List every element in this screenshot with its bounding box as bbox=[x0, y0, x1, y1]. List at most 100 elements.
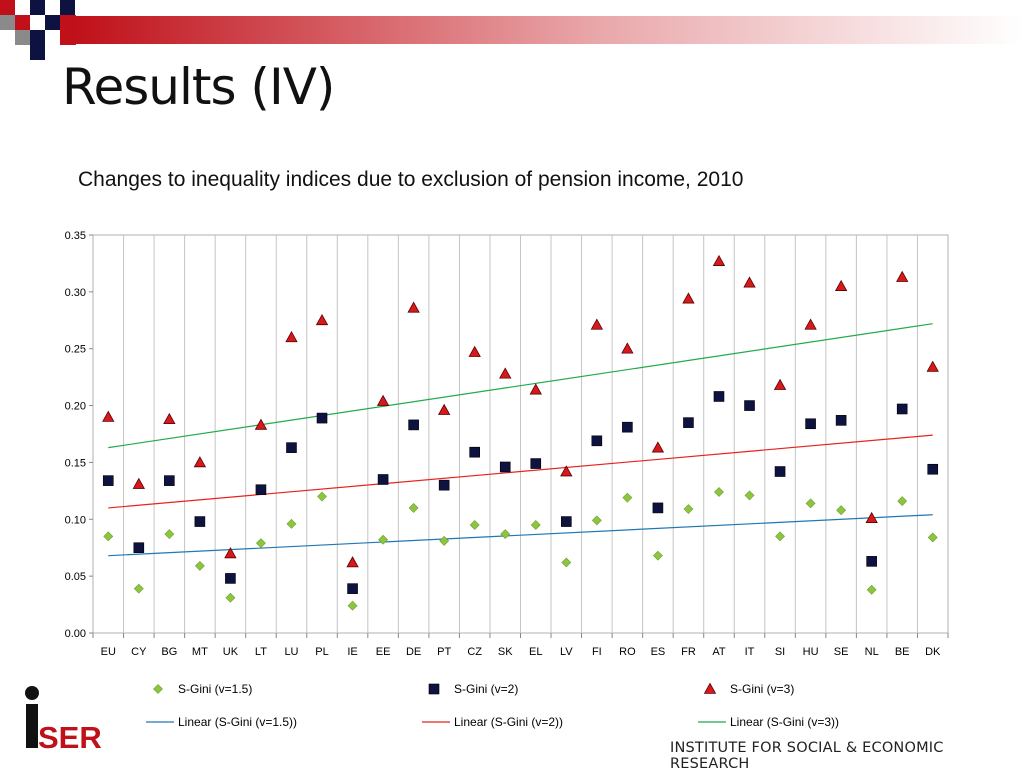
data-point bbox=[652, 550, 663, 561]
legend-marker bbox=[703, 682, 717, 694]
data-point bbox=[866, 556, 877, 567]
data-point bbox=[926, 360, 939, 372]
data-point bbox=[591, 435, 603, 447]
data-point bbox=[714, 487, 724, 497]
x-tick-label: IE bbox=[347, 646, 357, 658]
data-point bbox=[193, 456, 207, 468]
x-tick-label: EU bbox=[101, 646, 116, 658]
data-point bbox=[622, 492, 633, 503]
institute-name: INSTITUTE FOR SOCIAL & ECONOMIC RESEARCH bbox=[670, 740, 944, 772]
legend-label: S-Gini (v=1.5) bbox=[178, 682, 252, 696]
data-point bbox=[407, 301, 420, 313]
data-point bbox=[529, 383, 542, 395]
data-point bbox=[408, 419, 419, 431]
data-point bbox=[346, 556, 359, 568]
x-tick-label: AT bbox=[712, 646, 726, 658]
x-tick-label: DE bbox=[406, 646, 421, 658]
y-tick-label: 0.30 bbox=[65, 287, 86, 299]
data-point bbox=[133, 542, 145, 554]
data-point bbox=[437, 403, 451, 415]
legend-label: S-Gini (v=3) bbox=[730, 682, 794, 696]
x-tick-label: SE bbox=[834, 646, 849, 658]
data-point bbox=[560, 465, 573, 477]
x-tick-label: LT bbox=[255, 646, 267, 658]
data-point bbox=[835, 415, 847, 426]
legend-label: Linear (S-Gini (v=3)) bbox=[730, 715, 839, 729]
data-point bbox=[834, 279, 848, 291]
x-tick-label: CZ bbox=[467, 646, 482, 658]
x-tick-label: LU bbox=[284, 646, 298, 658]
x-tick-label: RO bbox=[619, 646, 636, 658]
data-point bbox=[591, 515, 602, 526]
data-point bbox=[255, 484, 267, 496]
data-point bbox=[225, 592, 236, 603]
data-point bbox=[132, 477, 145, 489]
data-point bbox=[897, 496, 908, 507]
data-point bbox=[561, 557, 572, 568]
y-tick-label: 0.05 bbox=[65, 571, 86, 583]
data-point bbox=[744, 490, 755, 501]
legend-label: Linear (S-Gini (v=2)) bbox=[454, 715, 563, 729]
data-point bbox=[164, 529, 175, 539]
x-tick-label: SI bbox=[775, 646, 785, 658]
header-square bbox=[0, 0, 15, 15]
x-tick-label: CY bbox=[131, 646, 147, 658]
header-square bbox=[15, 15, 30, 30]
data-point bbox=[927, 463, 939, 475]
data-point bbox=[194, 516, 206, 527]
header-square bbox=[45, 15, 60, 30]
data-point bbox=[499, 461, 511, 473]
header-square bbox=[30, 30, 45, 45]
y-tick-label: 0.25 bbox=[65, 344, 86, 356]
data-point bbox=[530, 458, 542, 469]
legend-marker bbox=[153, 684, 163, 694]
data-point bbox=[286, 518, 297, 529]
data-point bbox=[468, 345, 481, 357]
header-square bbox=[15, 30, 30, 45]
x-tick-label: PT bbox=[437, 646, 451, 658]
header-square bbox=[60, 0, 75, 15]
data-point bbox=[743, 276, 756, 288]
data-point bbox=[317, 491, 327, 502]
legend: S-Gini (v=1.5) S-Gini (v=2) S-Gini (v=3) Li… bbox=[146, 682, 839, 729]
grid-lines bbox=[123, 235, 918, 633]
x-tick-label: LV bbox=[560, 646, 573, 658]
data-point bbox=[621, 342, 634, 354]
data-point bbox=[408, 502, 419, 513]
data-point bbox=[744, 400, 755, 411]
header-square bbox=[30, 15, 45, 30]
data-point bbox=[133, 583, 144, 594]
data-point bbox=[225, 573, 236, 584]
data-point bbox=[561, 516, 572, 527]
legend-marker bbox=[428, 683, 440, 695]
data-point bbox=[286, 442, 297, 453]
data-point bbox=[530, 520, 541, 530]
header-decoration bbox=[0, 0, 1024, 60]
data-point bbox=[469, 520, 480, 530]
header-square bbox=[0, 15, 15, 30]
header-square bbox=[15, 0, 30, 15]
trendline bbox=[108, 514, 933, 557]
data-point bbox=[712, 254, 726, 266]
data-point bbox=[254, 418, 268, 430]
data-point bbox=[590, 318, 604, 330]
data-point bbox=[256, 538, 266, 549]
data-point bbox=[376, 394, 390, 406]
x-axis: EU CY BG MT UK LT LU PL IE EE DE PT CZ SK EL LV FI RO ES FR… bbox=[92, 633, 949, 658]
data-point bbox=[499, 367, 512, 379]
data-point bbox=[805, 498, 816, 509]
data-point bbox=[713, 391, 725, 402]
y-tick-label: 0.00 bbox=[65, 628, 86, 640]
data-point bbox=[622, 421, 633, 433]
data-point bbox=[469, 446, 480, 458]
data-point bbox=[224, 547, 237, 559]
x-tick-label: HU bbox=[803, 646, 819, 658]
data-point bbox=[896, 403, 908, 415]
logo-stem bbox=[26, 704, 38, 748]
trendline bbox=[108, 323, 933, 449]
legend-label: S-Gini (v=2) bbox=[454, 682, 518, 696]
trendline bbox=[108, 434, 933, 509]
logo-text: SER bbox=[38, 720, 102, 755]
data-point bbox=[500, 529, 511, 539]
x-tick-label: BE bbox=[895, 646, 910, 658]
